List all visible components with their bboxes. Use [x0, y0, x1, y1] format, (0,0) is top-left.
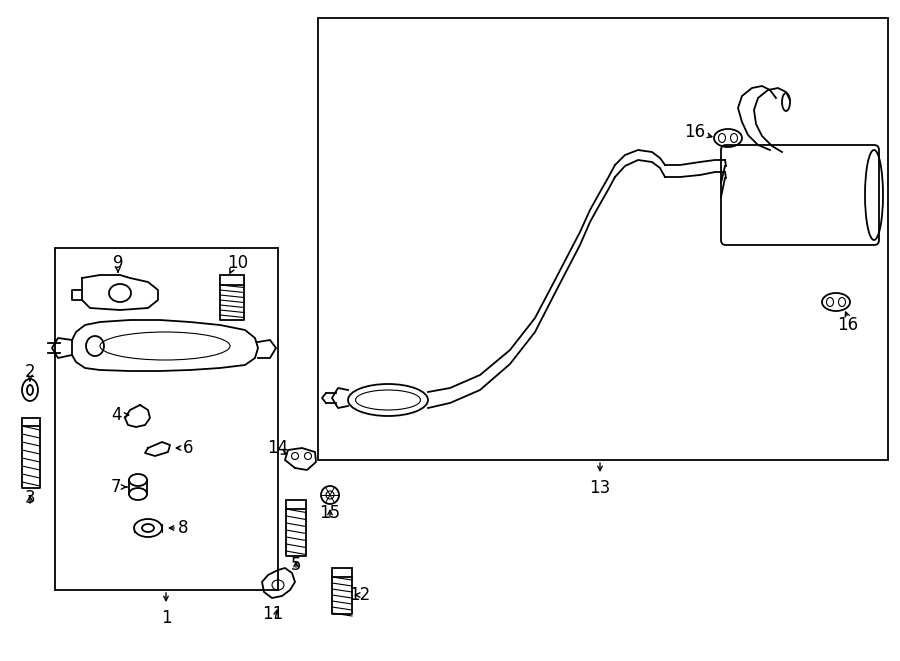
Bar — [286, 500, 306, 509]
Text: 16: 16 — [684, 123, 706, 141]
Text: 11: 11 — [263, 605, 284, 623]
Text: 10: 10 — [228, 254, 248, 272]
Text: 7: 7 — [111, 478, 122, 496]
Text: 12: 12 — [349, 586, 371, 604]
Text: 16: 16 — [837, 316, 859, 334]
Bar — [220, 275, 244, 285]
Bar — [22, 418, 40, 426]
Text: 15: 15 — [320, 504, 340, 522]
Text: 4: 4 — [112, 406, 122, 424]
Text: 9: 9 — [112, 254, 123, 272]
Text: 14: 14 — [267, 439, 289, 457]
Text: 8: 8 — [178, 519, 188, 537]
Text: 2: 2 — [24, 363, 35, 381]
Bar — [332, 568, 352, 577]
Text: 3: 3 — [24, 489, 35, 507]
Text: 5: 5 — [291, 556, 302, 574]
Bar — [55, 248, 278, 590]
Text: 1: 1 — [161, 609, 171, 627]
Text: 6: 6 — [183, 439, 194, 457]
Bar — [318, 18, 888, 460]
Text: 13: 13 — [590, 479, 610, 497]
